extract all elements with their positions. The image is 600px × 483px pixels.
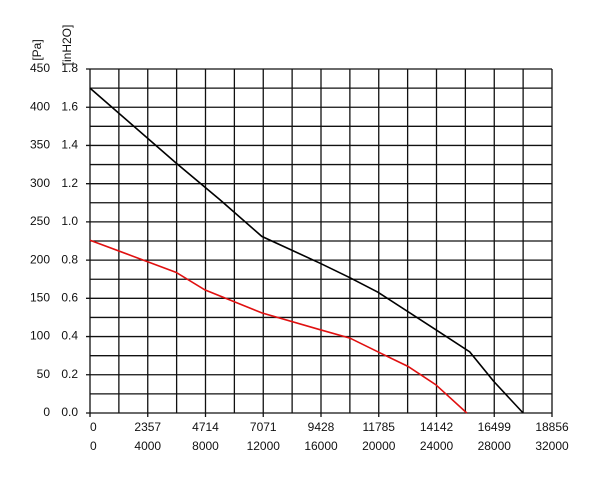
y2-tick-label: 0.8	[61, 252, 78, 266]
y-axis-title: [Pa]	[30, 39, 44, 60]
y-tick-label: 250	[30, 214, 50, 228]
y2-tick-label: 1.8	[61, 61, 78, 75]
x2-tick-label: 7071	[250, 420, 277, 434]
x2-tick-label: 11785	[363, 420, 396, 434]
x2-tick-label: 2357	[134, 420, 161, 434]
x2-tick-label: 14142	[420, 420, 454, 434]
y-tick-label: 150	[30, 291, 50, 305]
x-tick-label: 8000	[192, 439, 219, 453]
x2-tick-label: 9428	[308, 420, 335, 434]
y2-tick-label: 0.4	[61, 329, 78, 343]
x-tick-label: 0	[90, 439, 97, 453]
x2-tick-label: 16499	[478, 420, 512, 434]
x-tick-label: 12000	[247, 439, 281, 453]
x2-tick-label: 4714	[192, 420, 219, 434]
y2-tick-label: 0.6	[61, 291, 78, 305]
y2-axis-title: [inH2O]	[60, 25, 74, 66]
x-tick-label: 16000	[304, 439, 338, 453]
y-tick-label: 0	[43, 405, 50, 419]
x-tick-label: 20000	[362, 439, 396, 453]
y-tick-label: 400	[30, 99, 50, 113]
x2-tick-label: 18856	[535, 420, 569, 434]
y-tick-label: 50	[37, 367, 51, 381]
y2-tick-label: 1.2	[61, 176, 78, 190]
y2-tick-label: 0.0	[61, 405, 78, 419]
x2-tick-label: 0	[90, 420, 97, 434]
y-tick-label: 300	[30, 176, 50, 190]
x-tick-label: 32000	[535, 439, 569, 453]
curve	[89, 87, 524, 414]
curve	[89, 239, 468, 414]
y2-tick-label: 1.6	[61, 99, 78, 113]
y2-tick-label: 0.2	[61, 367, 78, 381]
y-tick-label: 100	[30, 329, 50, 343]
x-tick-label: 28000	[478, 439, 512, 453]
x-tick-label: 24000	[420, 439, 454, 453]
y2-tick-label: 1.4	[61, 138, 78, 152]
y2-tick-label: 1.0	[61, 214, 78, 228]
y-tick-label: 450	[30, 61, 50, 75]
y-tick-label: 200	[30, 252, 50, 266]
x-tick-label: 4000	[134, 439, 161, 453]
y-tick-label: 350	[30, 138, 50, 152]
